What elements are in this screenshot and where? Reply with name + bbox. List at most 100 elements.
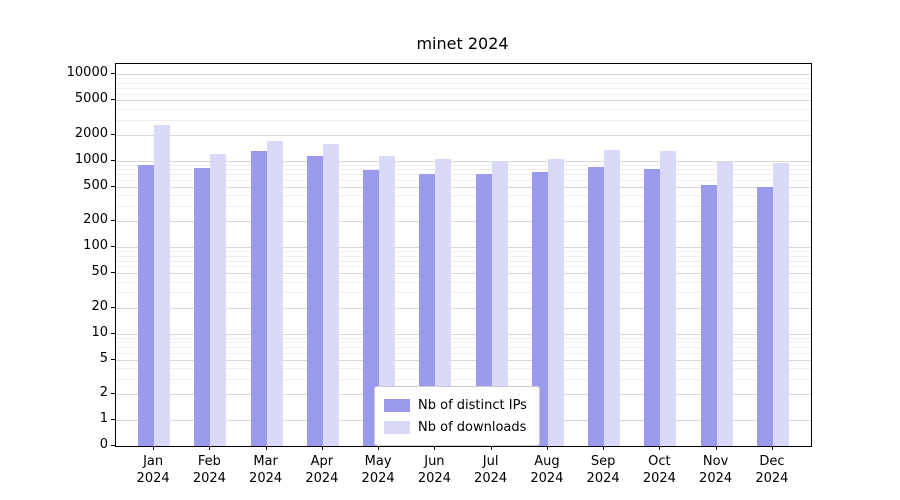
y-tick-label: 2 (99, 385, 108, 401)
bar-distinct-ips-jun (419, 174, 436, 446)
y-tick-label: 2000 (74, 125, 108, 141)
y-tick-mark (111, 133, 115, 135)
y-tick-mark (111, 159, 115, 161)
gridline-minor (116, 251, 811, 253)
y-tick-label: 5000 (74, 91, 108, 107)
y-tick-mark (111, 73, 115, 75)
y-tick-label: 50 (91, 264, 108, 280)
y-tick-label: 10000 (66, 65, 108, 81)
gridline-major (116, 273, 811, 275)
x-tick-label-jun: Jun 2024 (417, 454, 451, 486)
x-tick-mark (715, 446, 717, 450)
bar-distinct-ips-nov (700, 184, 717, 446)
x-tick-label-nov: Nov 2024 (699, 454, 733, 486)
gridline-minor (116, 352, 811, 354)
bar-downloads-mar (266, 140, 283, 446)
x-tick-label-apr: Apr 2024 (305, 454, 339, 486)
bar-distinct-ips-jul (475, 174, 492, 446)
gridline-minor (116, 87, 811, 89)
gridline-minor (116, 368, 811, 369)
x-tick-label-jan: Jan 2024 (136, 454, 170, 486)
legend: Nb of distinct IPs Nb of downloads (374, 386, 540, 446)
x-tick-mark (546, 446, 548, 450)
y-tick-mark (111, 99, 115, 101)
bar-downloads-dec (772, 162, 789, 446)
gridline-major (116, 134, 811, 136)
gridline-minor (116, 78, 811, 80)
x-tick-mark (434, 446, 436, 450)
y-tick-mark (111, 246, 115, 248)
bar-distinct-ips-jan (138, 164, 155, 446)
gridline-minor (116, 119, 811, 121)
y-tick-label: 0 (99, 437, 108, 452)
y-tick-mark (111, 220, 115, 222)
x-tick-mark (378, 446, 380, 450)
y-tick-mark (111, 358, 115, 360)
x-tick-label-may: May 2024 (361, 454, 395, 486)
x-tick-mark (771, 446, 773, 450)
bar-distinct-ips-apr (306, 155, 323, 446)
bar-downloads-jun (435, 159, 452, 446)
legend-item-downloads: Nb of downloads (384, 416, 527, 438)
y-tick-mark (111, 272, 115, 274)
y-tick-mark (111, 332, 115, 334)
gridline-minor (116, 378, 811, 380)
gridline-minor (116, 93, 811, 95)
x-tick-mark (490, 446, 492, 450)
gridline-minor (116, 342, 811, 343)
gridline-major (116, 160, 811, 162)
gridline-major (116, 247, 811, 249)
gridline-major (116, 74, 811, 76)
gridline-major (116, 359, 811, 361)
gridline-major (116, 333, 811, 335)
y-tick-label: 1 (99, 411, 108, 427)
legend-label-downloads: Nb of downloads (418, 419, 527, 435)
y-tick-label: 200 (83, 212, 108, 228)
x-tick-label-feb: Feb 2024 (192, 454, 226, 486)
bar-downloads-feb (210, 154, 227, 446)
bar-distinct-ips-may (363, 170, 380, 446)
y-tick-mark (111, 306, 115, 308)
x-tick-label-jul: Jul 2024 (474, 454, 508, 486)
legend-swatch-downloads-icon (384, 420, 410, 434)
bar-downloads-aug (547, 159, 564, 446)
gridline-minor (116, 337, 811, 339)
gridline-minor (116, 347, 811, 348)
bar-distinct-ips-oct (644, 169, 661, 446)
bar-downloads-nov (716, 162, 733, 446)
gridline-major (116, 186, 811, 188)
y-tick-mark (111, 393, 115, 395)
bar-distinct-ips-mar (250, 150, 267, 446)
x-tick-mark (153, 446, 155, 450)
legend-item-distinct-ips: Nb of distinct IPs (384, 394, 527, 416)
y-tick-mark (111, 185, 115, 187)
x-tick-mark (321, 446, 323, 450)
gridline-major (116, 307, 811, 309)
x-tick-mark (603, 446, 605, 450)
legend-swatch-distinct-ips-icon (384, 398, 410, 412)
gridline-minor (116, 260, 811, 262)
y-tick-label: 100 (83, 238, 108, 254)
bar-distinct-ips-feb (194, 168, 211, 446)
x-tick-label-oct: Oct 2024 (642, 454, 676, 486)
gridline-minor (116, 195, 811, 197)
bar-distinct-ips-sep (588, 166, 605, 446)
bar-downloads-sep (604, 149, 621, 446)
gridline-minor (116, 292, 811, 294)
gridline-minor (116, 206, 811, 207)
gridline-major (116, 221, 811, 223)
gridline-minor (116, 169, 811, 171)
gridline-minor (116, 108, 811, 110)
y-tick-mark (111, 419, 115, 421)
bar-downloads-apr (322, 144, 339, 446)
gridline-minor (116, 82, 811, 84)
y-tick-mark (111, 445, 115, 446)
gridline-minor (116, 281, 811, 283)
x-tick-label-sep: Sep 2024 (586, 454, 620, 486)
x-tick-mark (265, 446, 267, 450)
x-tick-label-dec: Dec 2024 (755, 454, 789, 486)
bar-distinct-ips-dec (756, 186, 773, 446)
bar-downloads-jan (154, 124, 171, 446)
gridline-minor (116, 180, 811, 181)
chart-title: minet 2024 (416, 34, 509, 53)
